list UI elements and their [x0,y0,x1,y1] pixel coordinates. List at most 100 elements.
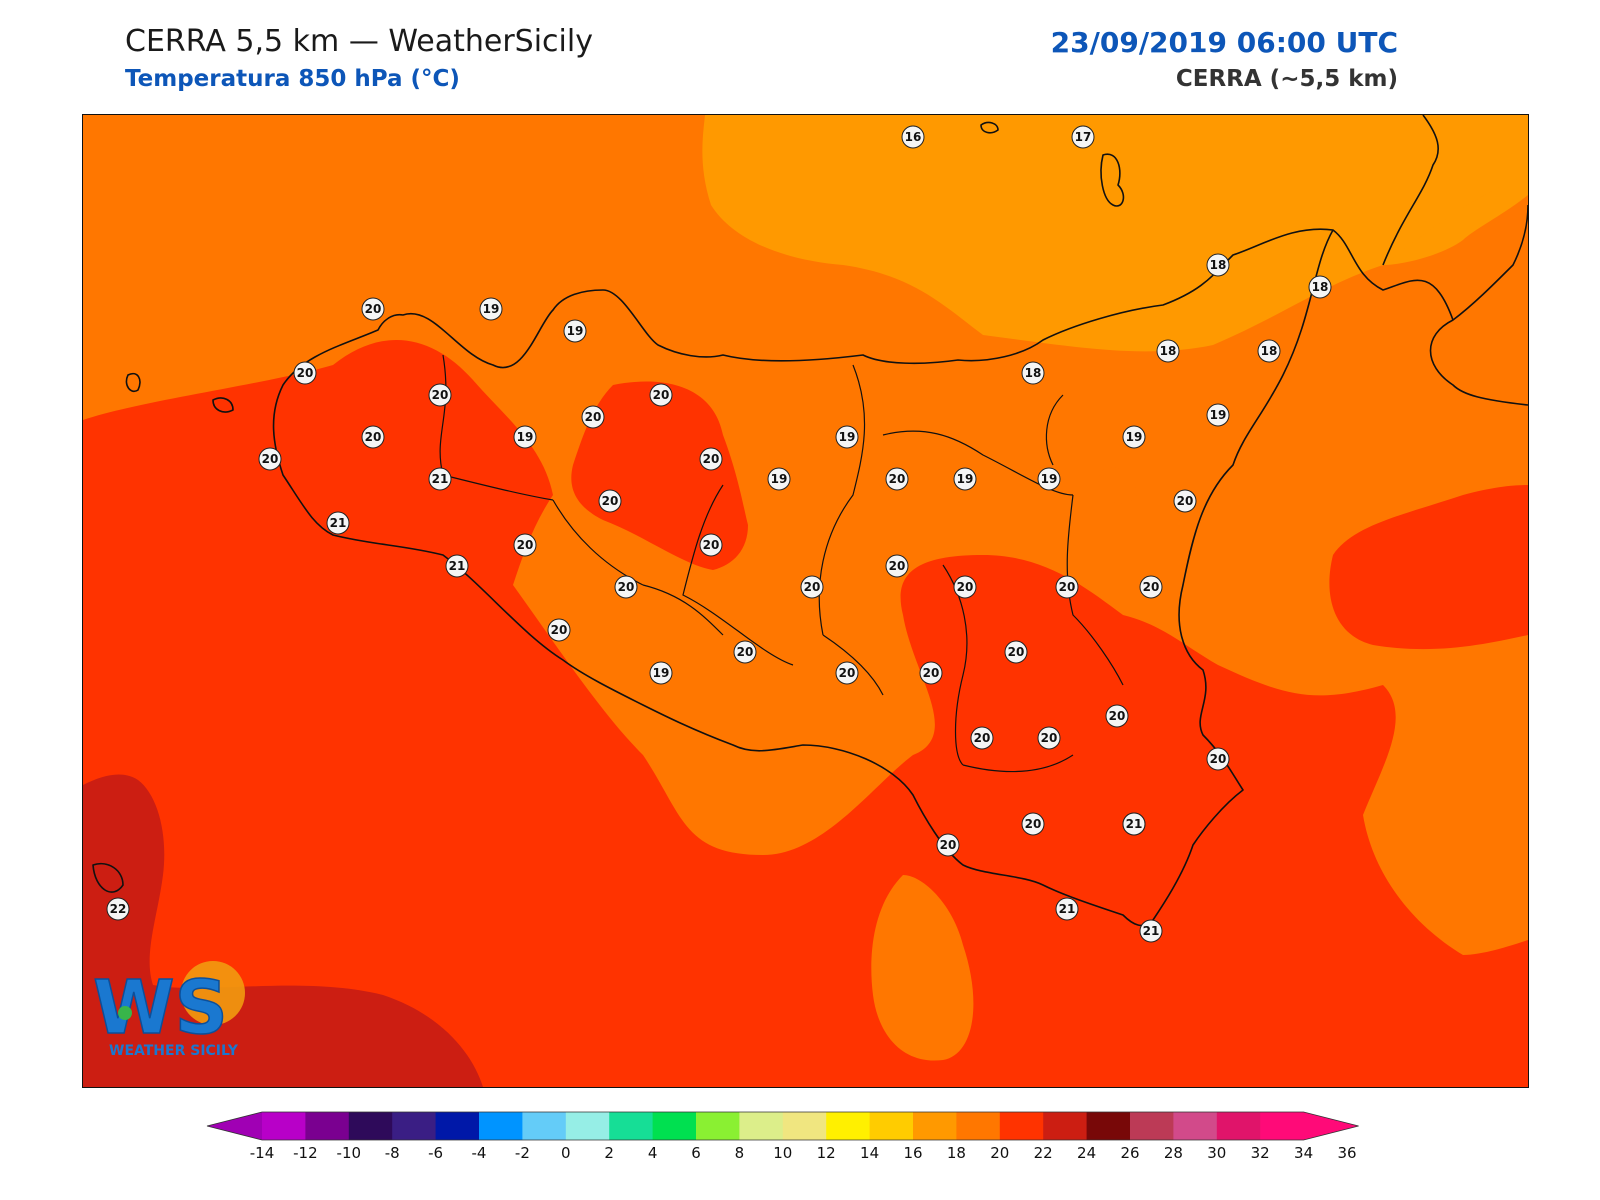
station-circle [1055,575,1079,599]
station-circle [1071,125,1095,149]
station-circle [970,726,994,750]
station-marker: 20 [1021,812,1045,836]
station-circle [445,554,469,578]
colorbar-swatch [348,1112,393,1140]
station-value: 19 [517,430,534,444]
station-value: 20 [602,494,619,508]
station-value: 21 [1126,817,1143,831]
station-marker: 16 [901,125,925,149]
station-circle [1004,640,1028,664]
station-value: 20 [432,388,449,402]
colorbar-swatch [479,1112,523,1140]
station-marker: 19 [953,467,977,491]
station-marker: 20 [1037,726,1061,750]
station-circle [649,383,673,407]
station-value: 20 [839,666,856,680]
station-marker: 20 [258,447,282,471]
station-value: 20 [1143,580,1160,594]
station-circle [513,533,537,557]
field-18-20-pocket [1098,467,1138,504]
station-circle [800,575,824,599]
colorbar-tick-label: -10 [337,1144,362,1160]
colorbar-tick-label: 18 [947,1144,966,1160]
coastline-marettimo [212,397,234,413]
station-marker: 19 [835,425,859,449]
station-marker: 21 [1139,919,1163,943]
station-value: 18 [1160,344,1177,358]
station-circle [106,897,130,921]
station-value: 22 [110,902,127,916]
colorbar-tick-label: 10 [773,1144,792,1160]
station-marker: 20 [1139,575,1163,599]
station-marker: 18 [1308,275,1332,299]
station-value: 20 [703,538,720,552]
station-marker: 19 [767,467,791,491]
field-18-20-south-lobe [871,875,974,1061]
colorbar-swatch [522,1112,567,1140]
field-16-18-north [702,115,1528,352]
station-marker: 17 [1071,125,1095,149]
colorbar-tick-label: -8 [385,1144,400,1160]
station-circle [919,661,943,685]
station-marker: 21 [445,554,469,578]
station-marker: 19 [1037,467,1061,491]
station-value: 20 [551,623,568,637]
station-value: 20 [1041,731,1058,745]
station-marker: 20 [293,361,317,385]
coastline-stromboli [1100,153,1125,207]
coastline-sicily [272,228,1334,927]
station-marker: 20 [936,833,960,857]
station-value: 20 [618,580,635,594]
colorbar-tick-label: 30 [1207,1144,1226,1160]
station-value: 19 [567,324,584,338]
station-marker: 19 [1206,403,1230,427]
station-circle [428,383,452,407]
station-value: 20 [889,472,906,486]
station-marker: 18 [1156,339,1180,363]
colorbar-swatch [782,1112,827,1140]
station-circle [885,554,909,578]
station-value: 16 [905,130,922,144]
station-marker: 20 [1173,489,1197,513]
colorbar-swatch [435,1112,480,1140]
station-value: 20 [1177,494,1194,508]
temperature-map: 16 17 20 19 19 18 18 20 20 20 20 20 19 19 18 18 18 20 21 20… [82,114,1529,1088]
colorbar-swatch [565,1112,610,1140]
colorbar-swatch [999,1112,1044,1140]
station-value: 21 [1059,902,1076,916]
model-label: CERRA (~5,5 km) [1175,66,1398,92]
station-marker: 20 [361,297,385,321]
station-circle [1206,747,1230,771]
station-marker: 20 [699,533,723,557]
station-value: 19 [1210,408,1227,422]
station-marker: 20 [581,405,605,429]
station-marker: 20 [1004,640,1028,664]
station-circle [361,425,385,449]
station-circle [1105,704,1129,728]
station-value: 20 [804,580,821,594]
coastline-toe-north [1382,115,1439,266]
logo-name: WEATHER SICILY [109,1043,239,1059]
station-value: 20 [1109,709,1126,723]
station-circle [1122,425,1146,449]
station-marker: 19 [513,425,537,449]
station-value: 21 [1143,924,1160,938]
colorbar-swatch [305,1112,350,1140]
colorbar-tick-label: 34 [1294,1144,1313,1160]
colorbar-tick-label: 4 [648,1144,658,1160]
field-20-22-west [83,339,1528,1087]
station-value: 18 [1261,344,1278,358]
station-marker: 20 [835,661,859,685]
station-circle [1206,403,1230,427]
station-marker: 20 [649,383,673,407]
station-value: 19 [771,472,788,486]
station-marker: 20 [547,618,571,642]
logo-letters: WS [93,965,228,1051]
station-value: 19 [839,430,856,444]
station-circle [547,618,571,642]
station-circle [885,467,909,491]
station-marker: 19 [649,661,673,685]
colorbar-swatch [1130,1112,1174,1140]
station-value: 20 [262,452,279,466]
station-marker: 18 [1021,361,1045,385]
